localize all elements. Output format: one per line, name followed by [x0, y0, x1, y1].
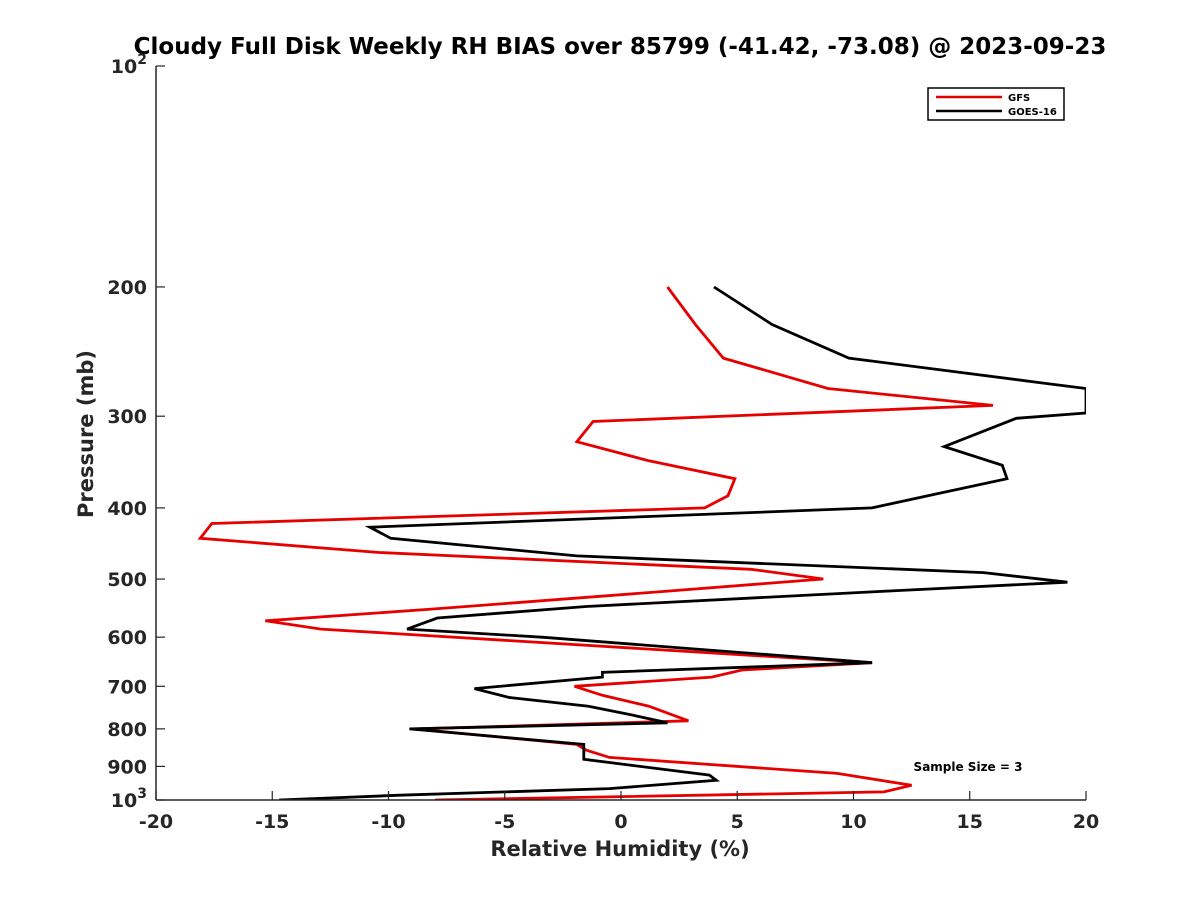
axes [155, 66, 1086, 801]
y-tick-label: 300 [107, 406, 147, 428]
y-tick-label: 200 [107, 277, 147, 299]
y-tick-label: 900 [107, 756, 147, 778]
x-tick-label: 0 [614, 811, 627, 833]
y-tick-label: 500 [107, 569, 147, 591]
legend: GFS GOES-16 [927, 87, 1065, 121]
chart-title: Cloudy Full Disk Weekly RH BIAS over 857… [134, 34, 1107, 60]
legend-label-gfs: GFS [1008, 93, 1030, 104]
x-axis-label: Relative Humidity (%) [490, 837, 749, 861]
x-tick-label: -10 [371, 811, 405, 833]
x-tick-label: 20 [1073, 811, 1099, 833]
x-tick-label: 5 [731, 811, 744, 833]
x-axis-ticks: -20 -15 -10 -5 0 5 10 15 20 [139, 791, 1099, 833]
x-tick-label: 15 [957, 811, 983, 833]
y-tick-label: 800 [107, 719, 147, 741]
y-tick-label: 400 [107, 498, 147, 520]
y-tick-label: 600 [107, 627, 147, 649]
series-line-goes-16 [279, 285, 1086, 800]
x-tick-label: -15 [255, 811, 289, 833]
y-tick-label: 102 [111, 52, 147, 78]
y-tick-label: 103 [111, 786, 147, 812]
y-axis-ticks: 102 200 300 400 500 600 700 800 900 103 [107, 52, 165, 812]
sample-size-annotation: Sample Size = 3 [914, 760, 1023, 774]
legend-box [927, 87, 1065, 121]
plot-area [197, 285, 1086, 800]
legend-label-goes16: GOES-16 [1008, 107, 1057, 118]
x-tick-label: -20 [139, 811, 173, 833]
x-tick-label: -5 [494, 811, 515, 833]
y-tick-label: 700 [107, 676, 147, 698]
series-line-gfs [197, 286, 994, 800]
x-tick-label: 10 [840, 811, 866, 833]
y-axis-label: Pressure (mb) [74, 350, 98, 518]
